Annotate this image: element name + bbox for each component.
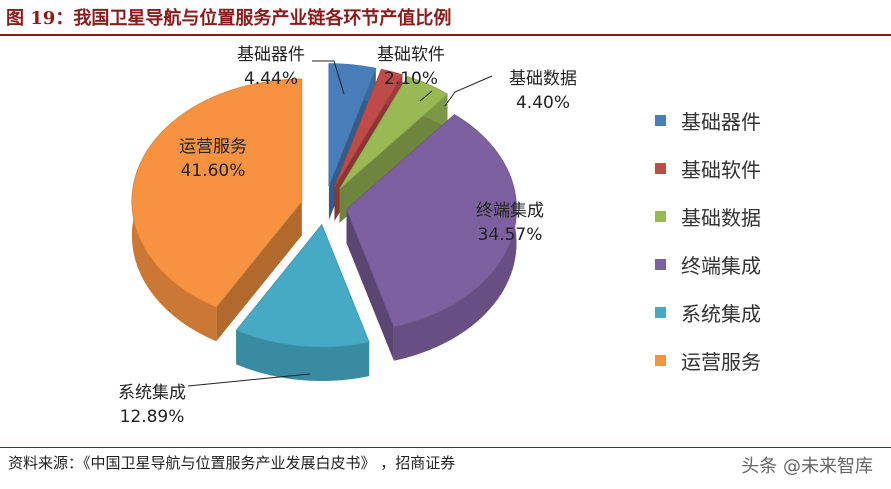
label-leader-line xyxy=(419,90,433,102)
legend-item: 基础器件 xyxy=(655,106,855,154)
pie-slice-2 xyxy=(334,68,403,188)
watermark-text: 头条 @未来智库 xyxy=(741,456,873,477)
legend-label: 运营服务 xyxy=(681,350,761,374)
pie-slice-1 xyxy=(328,63,377,187)
data-label-category: 运营服务 xyxy=(179,137,247,157)
legend-swatch xyxy=(655,259,666,270)
legend-item: 终端集成 xyxy=(655,250,855,298)
pie-slice-4 xyxy=(346,114,517,328)
pie-slice-6 xyxy=(131,78,303,308)
legend-swatch xyxy=(655,355,666,366)
label-leader-line xyxy=(444,75,493,107)
pie-slice-3 xyxy=(339,76,449,190)
data-label-value: 12.89% xyxy=(120,407,185,427)
data-label-category: 终端集成 xyxy=(476,201,544,221)
pie-slice-outer-wall xyxy=(393,114,517,361)
legend-item: 基础数据 xyxy=(655,202,855,250)
legend-item: 基础软件 xyxy=(655,154,855,202)
pie-chart: 基础器件 4.44% 基础软件 2.10% 基础数据 4.40% 终端集成 34.57% 系统集… xyxy=(118,45,577,427)
chart-legend: 基础器件基础软件基础数据终端集成系统集成运营服务 xyxy=(655,106,855,394)
pie-slice-wall xyxy=(216,201,302,342)
data-label-value: 2.10% xyxy=(384,69,438,89)
legend-swatch xyxy=(655,163,666,174)
data-label-value: 41.60% xyxy=(181,161,246,181)
legend-item: 系统集成 xyxy=(655,298,855,346)
legend-label: 系统集成 xyxy=(681,302,761,326)
pie-slice-outer-wall xyxy=(236,330,370,381)
legend-label: 基础数据 xyxy=(681,206,761,230)
source-note: 资料来源：《中国卫星导航与位置服务产业发展白皮书》 ，招商证券 xyxy=(8,454,456,472)
label-leader-line xyxy=(312,60,345,95)
data-label-value: 34.57% xyxy=(478,225,543,245)
data-label-value: 4.40% xyxy=(516,93,570,113)
data-label-category: 基础数据 xyxy=(509,69,577,89)
data-label-category: 基础器件 xyxy=(237,45,305,65)
data-label-value: 4.44% xyxy=(244,69,298,89)
chart-title: 图 19：我国卫星导航与位置服务产业链各环节产值比例 xyxy=(6,8,452,29)
data-label-category: 基础软件 xyxy=(377,45,445,65)
legend-item: 运营服务 xyxy=(655,346,855,394)
title-divider xyxy=(0,34,891,36)
pie-slice-wall xyxy=(346,209,394,361)
legend-label: 基础软件 xyxy=(681,158,761,182)
pie-slice-wall xyxy=(339,94,448,223)
pie-slice-5 xyxy=(235,223,370,348)
legend-swatch xyxy=(655,307,666,318)
data-label-category: 系统集成 xyxy=(118,383,186,403)
label-leader-line xyxy=(187,373,311,387)
legend-swatch xyxy=(655,115,666,126)
footer-divider xyxy=(0,447,891,448)
legend-swatch xyxy=(655,211,666,222)
legend-label: 终端集成 xyxy=(681,254,761,278)
legend-label: 基础器件 xyxy=(681,110,761,134)
